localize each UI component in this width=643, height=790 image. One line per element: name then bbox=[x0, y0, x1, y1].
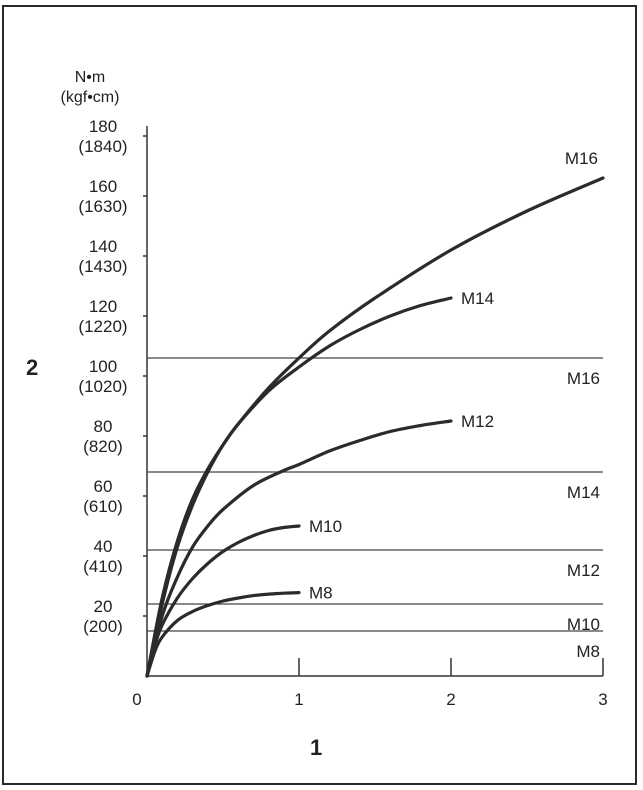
curve-M8 bbox=[145, 591, 301, 678]
y-tick-label-80: 80 bbox=[94, 417, 113, 436]
ref-line-label-M8: M8 bbox=[576, 642, 600, 661]
y-tick-label-160: 160 bbox=[89, 177, 117, 196]
x-tick-label-2: 2 bbox=[446, 690, 455, 709]
curve-label-M8: M8 bbox=[309, 584, 333, 603]
y-tick-sublabel-100: (1020) bbox=[78, 377, 127, 396]
y-tick-label-140: 140 bbox=[89, 237, 117, 256]
y-tick-sublabel-160: (1630) bbox=[78, 197, 127, 216]
y-tick-sublabel-60: (610) bbox=[83, 497, 123, 516]
y-tick-sublabel-120: (1220) bbox=[78, 317, 127, 336]
y-tick-label-20: 20 bbox=[94, 597, 113, 616]
ref-line-label-M16: M16 bbox=[567, 369, 600, 388]
ref-line-label-M12: M12 bbox=[567, 561, 600, 580]
curve-label-M12: M12 bbox=[461, 412, 494, 431]
y-unit-secondary: (kgf•cm) bbox=[60, 89, 120, 106]
y-tick-label-180: 180 bbox=[89, 117, 117, 136]
y-tick-sublabel-40: (410) bbox=[83, 557, 123, 576]
x-tick-label-1: 1 bbox=[294, 690, 303, 709]
chart-frame bbox=[2, 5, 637, 785]
curve-M14 bbox=[145, 296, 453, 678]
y-tick-sublabel-180: (1840) bbox=[78, 137, 127, 156]
x-tick-label-3: 3 bbox=[598, 690, 607, 709]
x-axis-label: 1 bbox=[310, 735, 323, 760]
x-tick-label-0: 0 bbox=[132, 690, 141, 709]
y-axis-label: 2 bbox=[26, 355, 39, 380]
curve-M12 bbox=[145, 419, 453, 678]
curve-label-M14: M14 bbox=[461, 289, 494, 308]
ref-line-label-M10: M10 bbox=[567, 615, 600, 634]
curve-label-M10: M10 bbox=[309, 517, 342, 536]
ref-line-label-M14: M14 bbox=[567, 483, 600, 502]
y-tick-label-60: 60 bbox=[94, 477, 113, 496]
curve-M16 bbox=[145, 176, 605, 678]
curve-M10 bbox=[145, 524, 301, 678]
y-tick-label-120: 120 bbox=[89, 297, 117, 316]
y-tick-label-100: 100 bbox=[89, 357, 117, 376]
y-tick-sublabel-80: (820) bbox=[83, 437, 123, 456]
curve-label-M16: M16 bbox=[565, 149, 598, 168]
y-unit-primary: N•m bbox=[74, 69, 106, 86]
y-tick-label-40: 40 bbox=[94, 537, 113, 556]
y-tick-sublabel-140: (1430) bbox=[78, 257, 127, 276]
y-tick-sublabel-20: (200) bbox=[83, 617, 123, 636]
